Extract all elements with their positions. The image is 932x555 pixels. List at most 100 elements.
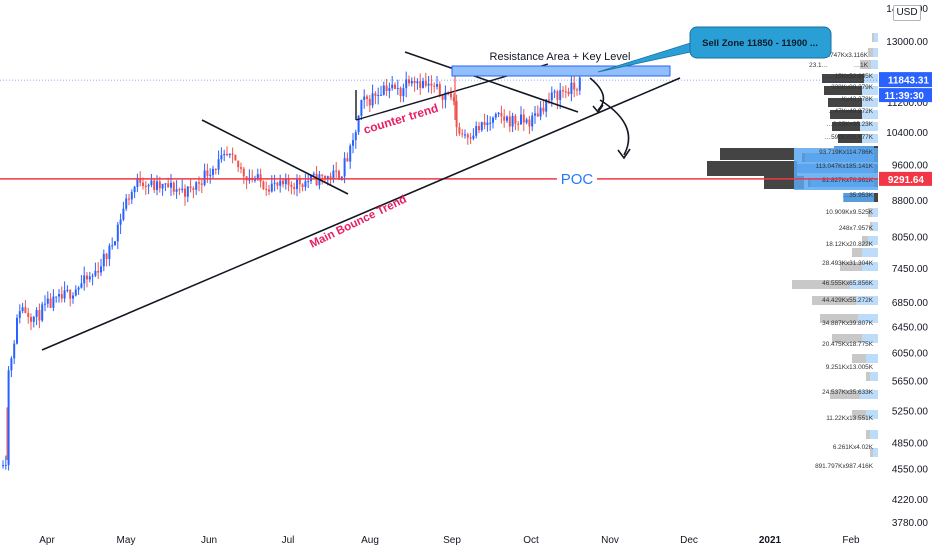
profile-bar-sell (840, 262, 878, 271)
resistance-label: Resistance Area + Key Level (490, 51, 631, 63)
profile-label: …35.953K (843, 192, 874, 199)
candle-body (21, 307, 24, 312)
price-tick: 5250.00 (892, 406, 929, 417)
candle-body (130, 192, 133, 200)
candle-body (234, 154, 237, 161)
time-tick: Aug (361, 535, 379, 546)
current-price-badge (879, 72, 932, 88)
profile-bar-sell (830, 390, 878, 399)
candle-body (156, 181, 158, 190)
candle-body (214, 168, 217, 170)
candle-body (46, 298, 49, 304)
candle-body (542, 107, 545, 112)
candle-body (268, 189, 270, 192)
currency-button[interactable]: USD (893, 5, 921, 21)
price-tick: 9600.00 (892, 161, 929, 172)
candle-body (122, 208, 125, 220)
main-trendline (41, 77, 681, 351)
candle-body (206, 170, 209, 176)
candle-body (578, 77, 581, 91)
profile-label: 11.22Kx13.551K (826, 415, 874, 422)
candle-body (472, 135, 475, 139)
candle-body (301, 184, 304, 187)
candle-body (91, 275, 94, 277)
price-tick: 3780.00 (892, 518, 929, 529)
down-arrow-large-head (617, 148, 631, 160)
candle-body (422, 81, 424, 88)
time-tick: Jun (201, 535, 217, 546)
candle-body (24, 307, 27, 314)
profile-label: 81.827Kx70.961K (822, 177, 874, 184)
poc-label: POC (561, 171, 594, 188)
candle-body (195, 182, 198, 190)
candle-body (178, 189, 181, 191)
candle-body (88, 276, 91, 280)
candle-body (7, 370, 10, 466)
candle-body (307, 181, 310, 183)
candle-body (321, 174, 324, 176)
candle-body (352, 140, 354, 146)
candle-body (436, 84, 438, 87)
candle-body (385, 85, 388, 91)
candle-body (335, 170, 338, 172)
candle-body (324, 175, 326, 179)
price-tick: 8050.00 (892, 232, 929, 243)
profile-bar-sell (812, 296, 878, 305)
candle-body (164, 183, 167, 185)
candle-body (158, 181, 161, 189)
candle-body (80, 283, 83, 288)
candle-body (419, 81, 422, 88)
profile-bar-buy (872, 208, 878, 217)
profile-bar-buy (864, 74, 878, 83)
candle-body (94, 270, 97, 276)
time-tick: 2021 (759, 535, 782, 546)
candle-body (371, 93, 374, 106)
profile-label: …1K (854, 62, 869, 69)
candle-body (391, 84, 394, 89)
candle-body (405, 79, 408, 89)
profile-bar-buy (870, 372, 878, 381)
candle-body (452, 97, 455, 102)
candle-body (170, 182, 172, 188)
candle-body (223, 153, 226, 156)
poc-price-badge (879, 171, 932, 186)
candle-body (396, 87, 399, 89)
candle-body (458, 127, 461, 134)
profile-bar-buy (862, 262, 878, 271)
candle-body (466, 134, 469, 138)
candle-body (475, 126, 478, 136)
profile-label: 5.747Kx3.116K (825, 52, 869, 59)
candle-body (240, 167, 242, 169)
candle-body (399, 87, 402, 97)
profile-label: 23.1… (809, 62, 828, 69)
candle-body (237, 160, 240, 168)
candle-body (279, 180, 282, 186)
candle-body (539, 107, 542, 117)
candle-body (217, 159, 220, 170)
candle-body (77, 287, 80, 290)
candle-body (438, 84, 441, 96)
candle-body (427, 83, 430, 86)
candle-body (441, 95, 444, 100)
resistance-area (451, 65, 671, 77)
candle-body (517, 123, 520, 125)
poc-label-bg (557, 167, 597, 188)
profile-label: 10.909Kx9.525K (826, 209, 874, 216)
candles (2, 71, 581, 471)
profile-bar-buy (862, 110, 878, 119)
candle-body (329, 176, 332, 180)
profile-bar-buy (860, 390, 878, 399)
candle-body (564, 91, 567, 93)
profile-bar-sell (822, 74, 878, 83)
candle-body (508, 116, 511, 127)
candle-body (262, 181, 265, 189)
time-tick: Nov (601, 535, 619, 546)
time-scale-bg (0, 530, 879, 550)
profile-bar-buy (843, 193, 874, 202)
candle-body (360, 100, 363, 116)
candle-body (72, 295, 74, 299)
candle-body (536, 113, 539, 117)
candle-body (189, 186, 192, 188)
